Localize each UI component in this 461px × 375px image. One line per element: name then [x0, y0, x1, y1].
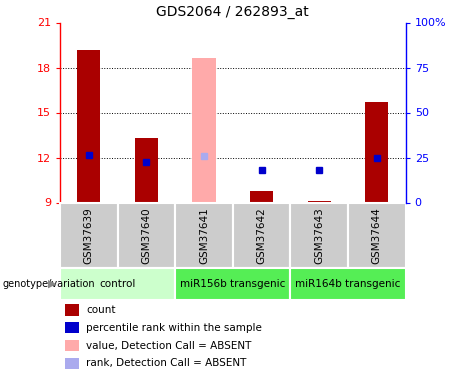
Text: rank, Detection Call = ABSENT: rank, Detection Call = ABSENT	[86, 358, 247, 368]
Bar	[65, 340, 79, 351]
Bar	[365, 102, 388, 202]
Bar	[65, 322, 79, 333]
Text: ▶: ▶	[48, 279, 57, 289]
Bar	[348, 202, 406, 268]
Text: miR156b transgenic: miR156b transgenic	[180, 279, 285, 289]
Bar	[290, 268, 406, 300]
Text: GSM37640: GSM37640	[142, 208, 151, 264]
Text: miR164b transgenic: miR164b transgenic	[296, 279, 401, 289]
Bar	[193, 58, 216, 202]
Bar	[250, 190, 273, 202]
Text: GSM37641: GSM37641	[199, 208, 209, 264]
Bar	[175, 202, 233, 268]
Text: count: count	[86, 305, 116, 315]
Bar	[290, 202, 348, 268]
Text: GSM37642: GSM37642	[257, 208, 266, 264]
Title: GDS2064 / 262893_at: GDS2064 / 262893_at	[156, 5, 309, 19]
Text: genotype/variation: genotype/variation	[2, 279, 95, 289]
Text: percentile rank within the sample: percentile rank within the sample	[86, 323, 262, 333]
Text: control: control	[100, 279, 136, 289]
Bar	[233, 202, 290, 268]
Bar	[118, 202, 175, 268]
Text: GSM37643: GSM37643	[314, 208, 324, 264]
Bar	[60, 268, 175, 300]
Bar	[77, 50, 100, 202]
Text: GSM37639: GSM37639	[84, 208, 94, 264]
Text: value, Detection Call = ABSENT: value, Detection Call = ABSENT	[86, 340, 252, 351]
Bar	[175, 268, 290, 300]
Text: GSM37644: GSM37644	[372, 208, 382, 264]
Bar	[308, 201, 331, 202]
Bar	[60, 202, 118, 268]
Bar	[65, 304, 79, 316]
Bar	[65, 358, 79, 369]
Bar	[135, 138, 158, 202]
